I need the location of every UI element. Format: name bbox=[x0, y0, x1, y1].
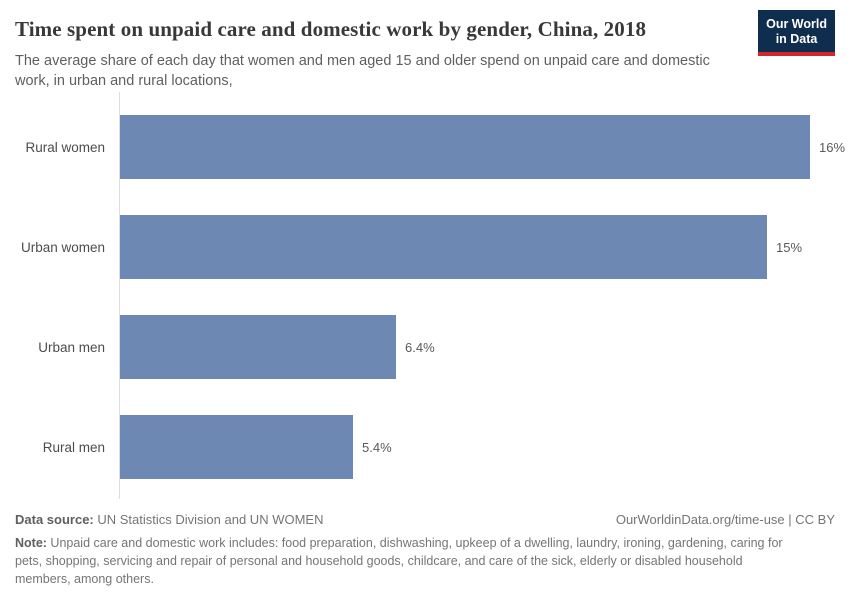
category-label: Urban women bbox=[20, 239, 105, 255]
bar-track: 15% bbox=[120, 215, 835, 279]
data-source: Data source: UN Statistics Division and … bbox=[15, 512, 323, 527]
bar-track: 16% bbox=[120, 115, 845, 179]
note: Note: Unpaid care and domestic work incl… bbox=[15, 534, 797, 588]
owid-logo-line1: Our World bbox=[766, 17, 827, 31]
bar-row: Rural men 5.4% bbox=[15, 397, 835, 497]
chart-title: Time spent on unpaid care and domestic w… bbox=[15, 17, 647, 41]
category-label: Rural men bbox=[42, 439, 105, 455]
value-label: 6.4% bbox=[405, 339, 435, 355]
bar[interactable] bbox=[120, 415, 353, 479]
data-source-text: UN Statistics Division and UN WOMEN bbox=[93, 512, 324, 527]
bar-row: Urban men 6.4% bbox=[15, 297, 835, 397]
note-text: Unpaid care and domestic work includes: … bbox=[15, 536, 783, 587]
owid-logo[interactable]: Our World in Data bbox=[758, 10, 835, 56]
data-source-line: Data source: UN Statistics Division and … bbox=[15, 512, 835, 527]
bar-track: 6.4% bbox=[120, 315, 835, 379]
footer: Data source: UN Statistics Division and … bbox=[15, 512, 835, 588]
value-label: 15% bbox=[776, 239, 803, 255]
bar-track: 5.4% bbox=[120, 415, 835, 479]
value-label: 16% bbox=[819, 139, 846, 155]
attribution-link[interactable]: OurWorldinData.org/time-use | CC BY bbox=[615, 512, 835, 527]
header-text: Time spent on unpaid care and domestic w… bbox=[15, 12, 727, 91]
category-label: Rural women bbox=[25, 139, 105, 155]
bar-row: Rural women 16% bbox=[15, 97, 845, 197]
bar[interactable] bbox=[120, 215, 767, 279]
bar[interactable] bbox=[120, 315, 396, 379]
value-label: 5.4% bbox=[362, 439, 392, 455]
bar-row: Urban women 15% bbox=[15, 197, 835, 297]
data-source-label: Data source: bbox=[15, 512, 94, 527]
bar[interactable] bbox=[120, 115, 810, 179]
note-label: Note: bbox=[15, 536, 47, 550]
bar-chart: Rural women 16% Urban women 15% Urban men 6.4… bbox=[15, 92, 845, 499]
y-axis-line bbox=[119, 92, 120, 499]
owid-logo-line2: in Data bbox=[775, 32, 818, 46]
header: Time spent on unpaid care and domestic w… bbox=[15, 0, 835, 91]
chart-subtitle: The average share of each day that women… bbox=[15, 53, 710, 89]
category-label: Urban men bbox=[38, 339, 105, 355]
